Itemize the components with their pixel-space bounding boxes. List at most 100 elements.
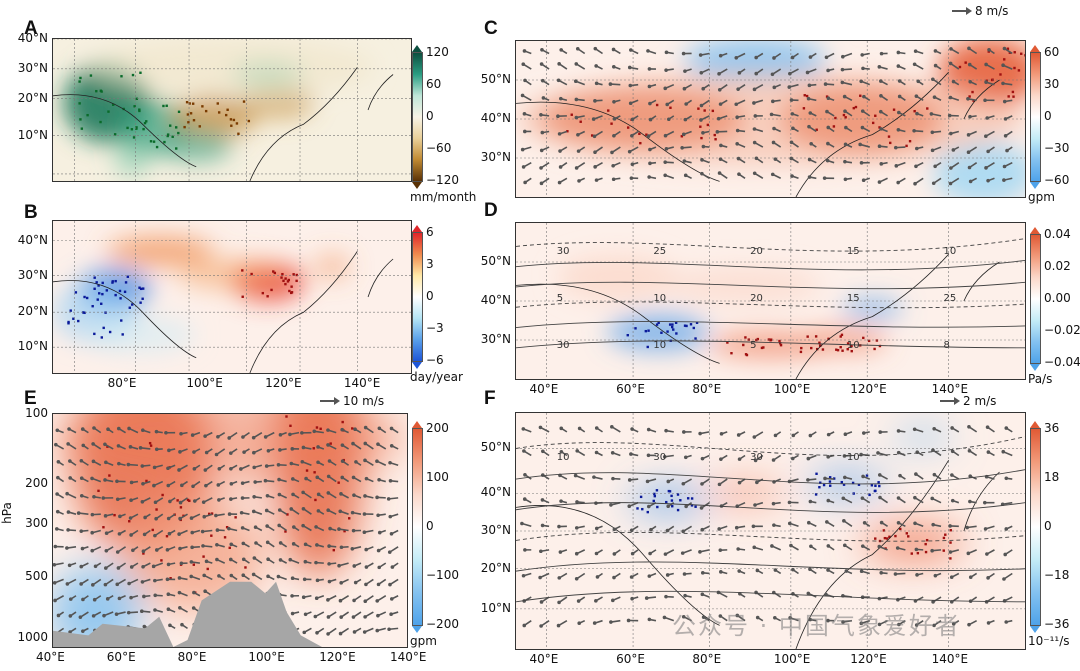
wind-vector-head xyxy=(931,600,935,604)
contour-line xyxy=(516,301,1025,309)
colorbar-tick-label: −100 xyxy=(426,568,459,582)
panel-a-letter: A xyxy=(24,18,38,39)
significance-dot xyxy=(913,109,916,113)
wind-vector-head xyxy=(353,580,358,585)
panel-b-plot xyxy=(52,220,412,374)
wind-vector-head xyxy=(663,133,668,138)
wind-vector-head xyxy=(1004,620,1009,624)
wind-vector-head xyxy=(700,592,705,597)
wind-vector-head xyxy=(986,178,990,183)
significance-dot xyxy=(160,559,163,562)
wind-vector-head xyxy=(289,507,294,511)
wind-vector-head xyxy=(896,180,900,185)
wind-vector-head xyxy=(611,47,616,52)
panel-f-colorbar xyxy=(1030,421,1041,633)
wind-vector-head xyxy=(610,450,615,455)
wind-vector-head xyxy=(522,112,527,116)
wind-vector-head xyxy=(629,528,634,533)
wind-vector-head xyxy=(826,432,831,437)
wind-vector-head xyxy=(106,427,110,431)
wind-vector-head xyxy=(166,607,171,612)
significance-dot xyxy=(121,333,124,336)
wind-vector-head xyxy=(164,430,168,435)
significance-dot xyxy=(841,349,844,352)
wind-vector-head xyxy=(66,528,70,532)
wind-vector-head xyxy=(664,594,668,599)
significance-dot xyxy=(666,330,669,333)
wind-vector-head xyxy=(1003,552,1008,557)
vector-reference: 2 m/s xyxy=(940,394,996,408)
significance-dot xyxy=(964,61,967,64)
wind-vector-head xyxy=(339,492,343,496)
wind-vector-head xyxy=(129,595,133,600)
significance-dot xyxy=(313,471,316,474)
wind-vector-head xyxy=(127,581,131,586)
wind-vector-head xyxy=(115,479,119,484)
wind-vector-head xyxy=(340,427,344,432)
significance-dot xyxy=(130,128,134,131)
wind-vector-head xyxy=(362,630,367,634)
wind-vector-head xyxy=(56,613,61,618)
significance-dot xyxy=(250,272,253,276)
significance-dot xyxy=(694,337,697,340)
significance-dot xyxy=(655,103,659,107)
wind-vector-head xyxy=(822,176,827,180)
wind-vector-head xyxy=(773,157,778,161)
wind-vector-head xyxy=(629,176,634,180)
wind-vector-head xyxy=(769,112,774,117)
significance-dot xyxy=(149,140,153,143)
significance-dot xyxy=(228,546,231,550)
wind-vector-head xyxy=(950,426,954,430)
significance-dot xyxy=(230,124,233,127)
wind-vector-head xyxy=(1001,63,1005,68)
wind-vector-head xyxy=(523,180,527,185)
wind-vector-head xyxy=(254,541,258,545)
y-tick-label: 50°N xyxy=(480,440,511,455)
colorbar-tick-label: 0 xyxy=(426,519,434,533)
wind-vector-head xyxy=(806,591,811,596)
wind-vector-head xyxy=(861,474,865,479)
wind-vector-head xyxy=(968,474,973,478)
significance-dot xyxy=(169,577,172,580)
wind-vector-head xyxy=(985,116,989,120)
wind-vector-head xyxy=(90,512,95,517)
significance-dot xyxy=(72,317,75,320)
wind-vector-head xyxy=(930,548,934,553)
wind-vector-head xyxy=(53,562,57,567)
wind-vector-head xyxy=(824,55,829,60)
wind-vector-head xyxy=(166,483,171,488)
wind-vector-head xyxy=(666,504,670,509)
significance-dot xyxy=(151,528,154,532)
significance-dot xyxy=(286,280,290,283)
wind-vector-head xyxy=(264,508,269,513)
wind-vector-head xyxy=(202,514,207,519)
wind-vector-head xyxy=(129,480,134,485)
wind-vector-head xyxy=(896,597,900,602)
wind-vector-head xyxy=(930,496,935,501)
wind-vector-head xyxy=(966,551,971,556)
wind-vector-head xyxy=(263,478,268,483)
wind-vector-head xyxy=(1003,117,1008,121)
wind-vector-head xyxy=(644,596,649,600)
wind-vector-head xyxy=(539,148,544,153)
wind-vector-head xyxy=(948,181,953,186)
colorbar-tick-label: 0 xyxy=(1044,519,1052,533)
wind-vector-head xyxy=(611,598,615,603)
significance-dot xyxy=(113,133,117,136)
wind-vector-head xyxy=(592,621,597,625)
wind-vector-head xyxy=(304,476,308,481)
wind-vector-head xyxy=(389,443,394,448)
wind-vector-head xyxy=(67,427,71,431)
significance-dot xyxy=(646,345,649,349)
anomaly-shading xyxy=(88,316,197,354)
wind-vector-head xyxy=(897,622,901,627)
wind-vector-head xyxy=(388,478,393,483)
wind-vector-head xyxy=(203,589,207,594)
significance-dot xyxy=(187,121,190,124)
wind-vector-head xyxy=(521,62,526,67)
significance-dot xyxy=(242,100,246,103)
wind-vector-head xyxy=(591,117,596,121)
wind-vector-head xyxy=(116,444,121,448)
significance-dot xyxy=(799,350,803,354)
wind-vector-head xyxy=(217,466,222,471)
